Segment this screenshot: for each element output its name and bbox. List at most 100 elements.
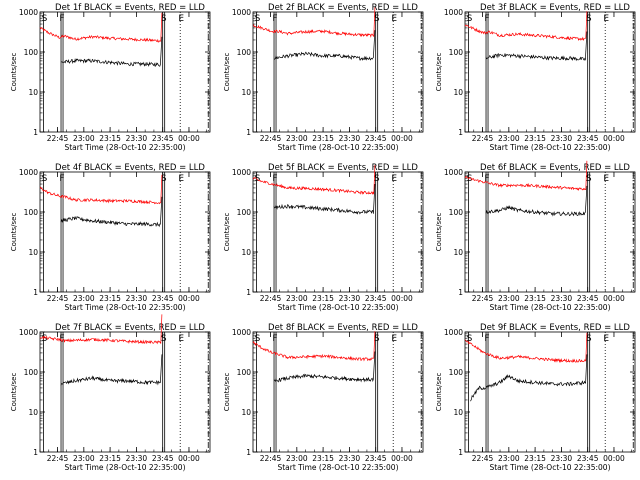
x-tick-label: 23:30 — [126, 134, 148, 143]
x-axis-label: Start Time (28-Oct-10 22:35:00) — [64, 303, 185, 312]
x-tick-label: 22:45 — [260, 454, 282, 463]
x-tick-label: 23:45 — [152, 454, 174, 463]
time-marker-label: S — [42, 174, 48, 184]
events-series-line — [470, 354, 588, 402]
y-tick-label: 1 — [458, 448, 463, 457]
y-tick-label: 1000 — [19, 168, 38, 177]
x-tick-label: 23:30 — [126, 294, 148, 303]
x-tick-label: 00:00 — [178, 454, 200, 463]
x-tick-label: 23:00 — [498, 134, 520, 143]
x-tick-label: 23:15 — [99, 294, 121, 303]
panel-title: Det 4f BLACK = Events, RED = LLD — [55, 163, 205, 173]
y-tick-label: 10 — [28, 408, 38, 417]
y-tick-label: 1 — [33, 128, 38, 137]
y-axis-label: Counts/sec — [435, 213, 443, 252]
x-tick-label: 00:00 — [178, 134, 200, 143]
x-tick-label: 23:00 — [286, 134, 308, 143]
x-tick-label: 23:45 — [577, 294, 599, 303]
time-marker-label: S — [161, 174, 167, 184]
time-marker-label: F — [272, 334, 277, 344]
y-tick-label: 100 — [237, 208, 252, 217]
y-tick-label: 1000 — [444, 328, 463, 337]
panel-title: Det 7f BLACK = Events, RED = LLD — [55, 323, 205, 333]
time-marker-label: S — [586, 174, 592, 184]
x-tick-label: 23:00 — [498, 294, 520, 303]
y-axis-label: Counts/sec — [223, 373, 231, 412]
time-marker-label: S — [255, 174, 261, 184]
panel-3: Det 3f BLACK = Events, RED = LLD 1 10 100 10… — [435, 3, 636, 152]
time-marker-label: S — [42, 14, 48, 24]
time-marker-label: E — [603, 174, 609, 184]
events-series-line — [60, 196, 163, 228]
y-tick-label: 100 — [237, 368, 252, 377]
x-tick-label: 23:30 — [551, 134, 573, 143]
panel-8: Det 8f BLACK = Events, RED = LLD 1 10 100 10… — [223, 323, 424, 472]
y-axis-label: Counts/sec — [10, 53, 18, 92]
y-tick-label: 10 — [28, 248, 38, 257]
x-axis-label: Start Time (28-Oct-10 22:35:00) — [277, 303, 398, 312]
y-tick-label: 100 — [24, 208, 39, 217]
lld-series-line — [464, 11, 588, 41]
time-marker-label: F — [272, 14, 277, 24]
panel-title: Det 3f BLACK = Events, RED = LLD — [480, 3, 630, 13]
x-tick-label: 22:45 — [260, 294, 282, 303]
y-tick-label: 1000 — [19, 8, 38, 17]
y-tick-label: 1 — [33, 288, 38, 297]
x-tick-label: 23:45 — [577, 134, 599, 143]
x-tick-label: 23:00 — [73, 454, 95, 463]
y-axis-label: Counts/sec — [223, 213, 231, 252]
x-tick-label: 23:15 — [524, 294, 546, 303]
y-axis-label: Counts/sec — [10, 373, 18, 412]
time-marker-label: E — [391, 334, 397, 344]
x-tick-label: 23:15 — [99, 454, 121, 463]
y-tick-label: 10 — [28, 88, 38, 97]
events-series-line — [485, 185, 588, 217]
x-axis-label: Start Time (28-Oct-10 22:35:00) — [64, 143, 185, 152]
x-tick-label: 23:15 — [99, 134, 121, 143]
x-tick-label: 00:00 — [391, 294, 413, 303]
time-marker-label: S — [586, 14, 592, 24]
x-axis-label: Start Time (28-Oct-10 22:35:00) — [277, 143, 398, 152]
time-marker-label: F — [484, 334, 489, 344]
plot-frame — [39, 11, 211, 133]
lld-series-line — [464, 160, 588, 192]
panel-4: Det 4f BLACK = Events, RED = LLD 1 10 100 10… — [10, 163, 211, 312]
plot-frame — [464, 331, 636, 453]
y-tick-label: 1 — [458, 128, 463, 137]
events-series-line — [273, 30, 376, 61]
x-tick-label: 23:45 — [365, 294, 387, 303]
y-tick-label: 1000 — [232, 328, 251, 337]
y-tick-label: 100 — [237, 48, 252, 57]
y-tick-label: 1 — [246, 288, 251, 297]
time-marker-label: S — [467, 14, 473, 24]
time-marker-label: S — [374, 334, 380, 344]
events-series-line — [485, 31, 588, 62]
x-tick-label: 23:45 — [577, 454, 599, 463]
x-tick-label: 22:45 — [47, 294, 69, 303]
x-tick-label: 23:15 — [524, 454, 546, 463]
lld-series-line — [39, 174, 163, 205]
x-tick-label: 23:30 — [126, 454, 148, 463]
y-axis-label: Counts/sec — [10, 213, 18, 252]
y-tick-label: 10 — [241, 88, 251, 97]
time-marker-label: F — [484, 14, 489, 24]
x-tick-label: 23:15 — [312, 294, 334, 303]
y-tick-label: 1 — [33, 448, 38, 457]
x-tick-label: 23:00 — [286, 454, 308, 463]
x-tick-label: 23:45 — [152, 134, 174, 143]
time-marker-label: F — [484, 174, 489, 184]
x-tick-label: 23:00 — [73, 134, 95, 143]
time-marker-label: E — [603, 334, 609, 344]
time-marker-label: S — [255, 334, 261, 344]
x-tick-label: 00:00 — [603, 134, 625, 143]
events-series-line — [60, 36, 163, 67]
x-tick-label: 22:45 — [47, 454, 69, 463]
y-tick-label: 1000 — [232, 8, 251, 17]
plot-frame — [252, 171, 424, 293]
y-tick-label: 1 — [246, 448, 251, 457]
panel-title: Det 6f BLACK = Events, RED = LLD — [480, 163, 630, 173]
x-tick-label: 22:45 — [260, 134, 282, 143]
time-marker-label: E — [391, 174, 397, 184]
lld-series-line — [464, 332, 588, 364]
